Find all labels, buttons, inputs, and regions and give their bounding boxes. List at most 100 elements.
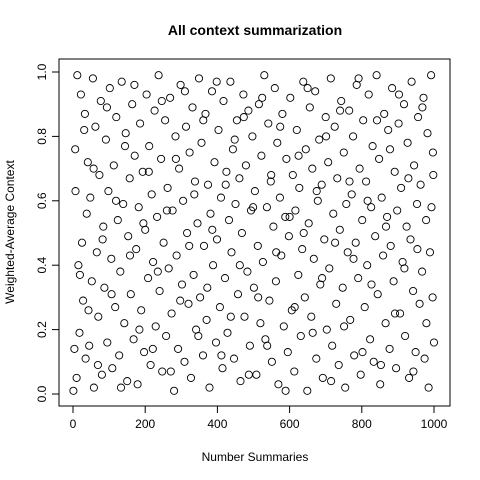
data-point: [141, 349, 148, 356]
data-point: [221, 275, 228, 282]
y-tick-label: 0.6: [35, 192, 49, 209]
data-point: [231, 136, 238, 143]
data-point: [127, 291, 134, 298]
data-point: [85, 307, 92, 314]
data-point: [92, 123, 99, 130]
data-point: [287, 94, 294, 101]
data-point: [419, 268, 426, 275]
data-point: [327, 75, 334, 82]
data-point: [113, 114, 120, 121]
x-tick-label: 800: [352, 417, 372, 431]
data-point: [240, 114, 247, 121]
data-point: [319, 275, 326, 282]
data-point: [251, 188, 258, 195]
data-point: [295, 152, 302, 159]
data-point: [372, 233, 379, 240]
data-point: [336, 226, 343, 233]
data-point: [218, 352, 225, 359]
data-point: [149, 345, 156, 352]
data-point: [213, 78, 220, 85]
data-point: [306, 104, 313, 111]
data-point: [181, 358, 188, 365]
data-point: [208, 88, 215, 95]
data-point: [148, 191, 155, 198]
data-point: [114, 217, 121, 224]
data-point: [408, 78, 415, 85]
data-point: [405, 175, 412, 182]
data-point: [342, 384, 349, 391]
data-point: [325, 159, 332, 166]
data-point: [351, 352, 358, 359]
data-point: [323, 133, 330, 140]
data-point: [82, 355, 89, 362]
data-point: [203, 316, 210, 323]
data-point: [99, 236, 106, 243]
data-point: [423, 217, 430, 224]
data-point: [74, 72, 81, 79]
data-point: [381, 110, 388, 117]
data-point: [282, 387, 289, 394]
data-point: [104, 339, 111, 346]
data-point: [254, 242, 261, 249]
x-axis: 0 200 400 600 800 1000: [70, 406, 448, 431]
data-point: [78, 239, 85, 246]
data-point: [143, 91, 150, 98]
data-point: [352, 239, 359, 246]
data-point: [258, 152, 265, 159]
data-point: [230, 355, 237, 362]
data-point: [333, 300, 340, 307]
data-point: [165, 265, 172, 272]
data-point: [175, 345, 182, 352]
data-point: [394, 207, 401, 214]
data-point: [145, 275, 152, 282]
data-point: [316, 136, 323, 143]
data-point: [300, 78, 307, 85]
data-point: [109, 365, 116, 372]
data-point: [120, 200, 127, 207]
data-point: [274, 139, 281, 146]
data-point: [299, 246, 306, 253]
data-point: [309, 165, 316, 172]
data-point: [167, 94, 174, 101]
data-point: [121, 143, 128, 150]
data-point: [332, 239, 339, 246]
data-point: [155, 72, 162, 79]
data-point: [227, 313, 234, 320]
data-point: [420, 94, 427, 101]
data-point: [96, 171, 103, 178]
data-point: [195, 75, 202, 82]
data-point: [414, 246, 421, 253]
data-point: [77, 91, 84, 98]
data-point: [309, 329, 316, 336]
data-point: [365, 91, 372, 98]
data-point: [186, 149, 193, 156]
y-tick-label: 0.0: [35, 385, 49, 402]
data-point: [125, 233, 132, 240]
data-point: [118, 78, 125, 85]
data-point: [312, 88, 319, 95]
data-point: [216, 304, 223, 311]
data-point: [134, 381, 141, 388]
data-point: [172, 133, 179, 140]
data-point: [386, 345, 393, 352]
data-point: [347, 316, 354, 323]
data-point: [406, 374, 413, 381]
data-point: [275, 381, 282, 388]
data-point: [81, 110, 88, 117]
data-point: [94, 361, 101, 368]
data-point: [177, 297, 184, 304]
data-point: [328, 378, 335, 385]
data-point: [359, 349, 366, 356]
data-point: [387, 242, 394, 249]
data-point: [337, 107, 344, 114]
data-point: [295, 271, 302, 278]
data-point: [224, 329, 231, 336]
data-point: [150, 258, 157, 265]
data-point: [195, 332, 202, 339]
data-point: [373, 72, 380, 79]
x-tick-label: 400: [207, 417, 227, 431]
data-point: [277, 123, 284, 130]
data-point: [228, 249, 235, 256]
data-point: [331, 123, 338, 130]
